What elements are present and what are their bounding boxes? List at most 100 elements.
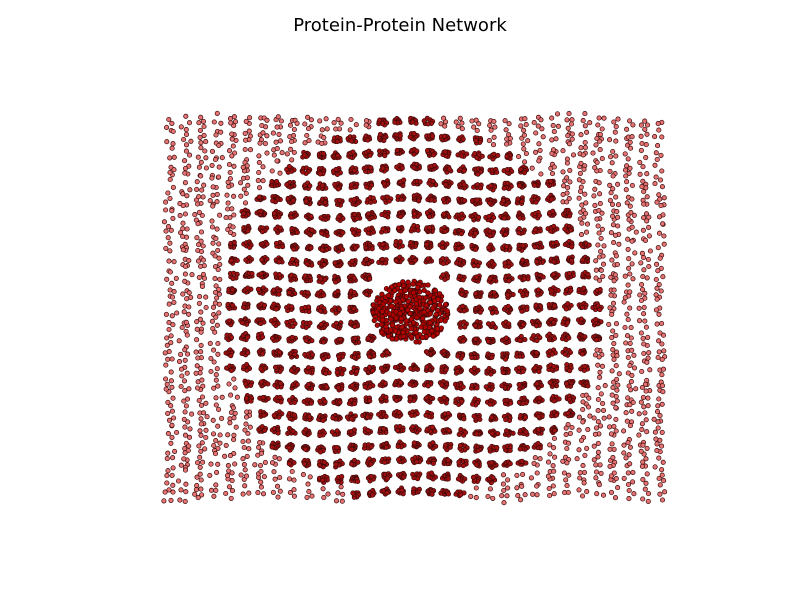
network-node bbox=[271, 210, 277, 216]
network-node bbox=[521, 127, 527, 133]
network-node bbox=[475, 447, 481, 454]
network-node bbox=[640, 335, 646, 341]
network-node bbox=[645, 395, 651, 401]
network-node bbox=[580, 419, 586, 425]
network-node bbox=[242, 146, 248, 153]
network-node bbox=[505, 292, 511, 298]
network-node bbox=[384, 349, 390, 355]
network-node bbox=[317, 308, 324, 314]
network-node bbox=[534, 350, 540, 356]
network-node bbox=[460, 384, 466, 390]
network-node bbox=[654, 199, 660, 205]
network-node bbox=[181, 416, 187, 422]
network-node bbox=[547, 442, 553, 448]
network-node bbox=[244, 453, 250, 459]
network-node bbox=[536, 307, 542, 313]
network-node bbox=[567, 167, 573, 173]
network-node bbox=[180, 247, 186, 253]
network-node bbox=[491, 262, 497, 268]
network-node bbox=[216, 291, 222, 297]
network-node bbox=[197, 464, 203, 470]
network-node bbox=[178, 366, 185, 372]
network-node bbox=[532, 455, 538, 461]
network-node bbox=[474, 431, 480, 437]
network-node bbox=[300, 472, 306, 478]
network-node bbox=[371, 317, 377, 324]
network-node bbox=[554, 111, 561, 117]
network-node bbox=[652, 429, 658, 435]
network-node bbox=[521, 146, 527, 152]
network-node bbox=[200, 459, 206, 465]
network-node bbox=[182, 180, 188, 186]
network-node bbox=[192, 212, 198, 218]
network-node bbox=[209, 218, 215, 224]
network-node bbox=[600, 401, 606, 407]
network-node bbox=[538, 171, 544, 177]
network-node bbox=[230, 143, 236, 149]
network-node bbox=[256, 169, 262, 176]
network-node bbox=[217, 261, 223, 267]
network-node bbox=[276, 259, 282, 265]
network-node bbox=[623, 173, 629, 179]
network-node bbox=[255, 286, 261, 292]
network-node bbox=[163, 311, 169, 317]
network-node bbox=[363, 256, 370, 262]
network-node bbox=[586, 395, 592, 401]
network-node bbox=[569, 258, 575, 264]
network-node bbox=[454, 260, 460, 266]
network-node bbox=[626, 217, 632, 223]
network-node bbox=[171, 289, 177, 295]
network-node bbox=[213, 377, 219, 383]
network-node bbox=[553, 136, 559, 142]
network-node bbox=[164, 473, 170, 479]
network-node bbox=[225, 206, 231, 212]
network-node bbox=[181, 398, 187, 404]
network-node bbox=[164, 276, 170, 282]
network-node bbox=[243, 414, 250, 420]
network-node bbox=[607, 424, 613, 430]
network-node bbox=[607, 168, 613, 174]
network-node bbox=[368, 474, 374, 480]
network-node bbox=[655, 245, 661, 251]
network-node bbox=[262, 427, 268, 433]
network-node bbox=[229, 131, 235, 137]
network-node bbox=[321, 292, 327, 298]
network-node bbox=[339, 246, 346, 253]
network-node bbox=[291, 487, 297, 493]
network-node bbox=[643, 211, 650, 217]
network-node bbox=[168, 340, 174, 346]
network-node bbox=[258, 468, 264, 475]
network-node bbox=[626, 452, 632, 458]
network-node bbox=[627, 145, 634, 151]
network-node bbox=[553, 412, 560, 418]
network-node bbox=[201, 410, 207, 416]
network-node bbox=[168, 403, 174, 409]
network-node bbox=[401, 474, 407, 480]
network-node bbox=[229, 136, 235, 142]
network-node bbox=[334, 139, 340, 145]
network-node bbox=[440, 260, 446, 267]
network-node bbox=[593, 142, 599, 148]
network-node bbox=[278, 118, 284, 124]
network-node bbox=[562, 226, 568, 232]
network-node bbox=[231, 376, 237, 382]
network-node bbox=[517, 288, 524, 294]
network-node bbox=[243, 421, 249, 427]
network-node bbox=[461, 168, 467, 174]
network-node bbox=[319, 182, 325, 189]
network-node bbox=[661, 241, 667, 247]
network-node bbox=[274, 158, 280, 164]
network-node bbox=[471, 124, 477, 130]
network-node bbox=[321, 459, 327, 465]
network-node bbox=[580, 399, 586, 405]
network-node bbox=[598, 423, 604, 429]
network-node bbox=[476, 214, 482, 220]
network-node bbox=[370, 492, 376, 498]
network-node bbox=[561, 183, 567, 189]
network-node bbox=[515, 196, 521, 202]
network-node bbox=[627, 305, 633, 311]
network-node bbox=[518, 497, 524, 503]
network-node bbox=[463, 429, 469, 436]
network-node bbox=[273, 240, 279, 246]
network-node bbox=[255, 490, 261, 496]
